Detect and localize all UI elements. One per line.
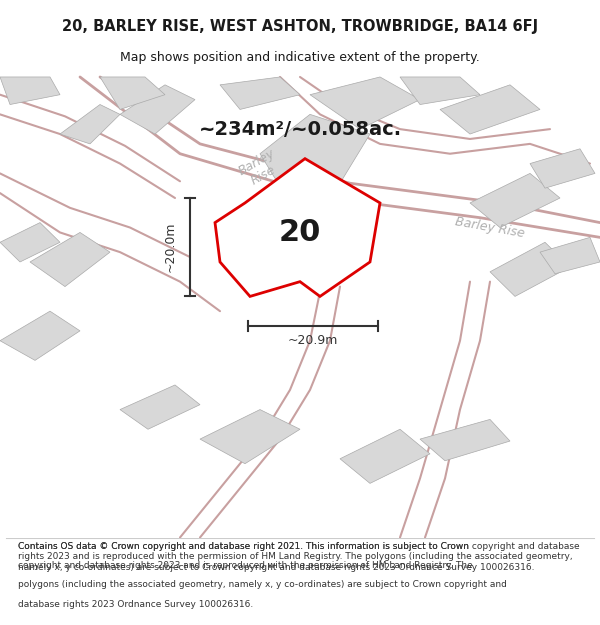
Polygon shape	[120, 85, 195, 134]
Text: 20: 20	[278, 219, 320, 248]
Text: Map shows position and indicative extent of the property.: Map shows position and indicative extent…	[120, 51, 480, 64]
Polygon shape	[260, 114, 370, 183]
Text: database rights 2023 Ordnance Survey 100026316.: database rights 2023 Ordnance Survey 100…	[18, 599, 253, 609]
Polygon shape	[60, 104, 120, 144]
Text: ~234m²/~0.058ac.: ~234m²/~0.058ac.	[199, 119, 401, 139]
Polygon shape	[0, 77, 60, 104]
Polygon shape	[0, 222, 60, 262]
Polygon shape	[420, 419, 510, 461]
Polygon shape	[530, 149, 595, 188]
Polygon shape	[490, 242, 570, 296]
Polygon shape	[470, 173, 560, 228]
Text: Barley
Rise: Barley Rise	[236, 146, 284, 191]
Polygon shape	[310, 77, 420, 129]
Text: ~20.0m: ~20.0m	[163, 222, 176, 272]
Polygon shape	[340, 429, 430, 483]
Text: polygons (including the associated geometry, namely x, y co-ordinates) are subje: polygons (including the associated geome…	[18, 581, 507, 589]
Text: copyright and database rights 2023 and is reproduced with the permission of HM L: copyright and database rights 2023 and i…	[18, 561, 473, 570]
Text: Barley Rise: Barley Rise	[454, 215, 526, 240]
Text: 20, BARLEY RISE, WEST ASHTON, TROWBRIDGE, BA14 6FJ: 20, BARLEY RISE, WEST ASHTON, TROWBRIDGE…	[62, 19, 538, 34]
Text: Contains OS data © Crown copyright and database right 2021. This information is : Contains OS data © Crown copyright and d…	[18, 542, 580, 572]
Polygon shape	[30, 232, 110, 287]
Polygon shape	[400, 77, 480, 104]
Polygon shape	[220, 77, 300, 109]
Polygon shape	[440, 85, 540, 134]
Polygon shape	[200, 409, 300, 464]
Text: ~20.9m: ~20.9m	[288, 334, 338, 348]
Polygon shape	[0, 311, 80, 361]
Polygon shape	[100, 77, 165, 109]
Polygon shape	[120, 385, 200, 429]
Text: Contains OS data © Crown copyright and database right 2021. This information is : Contains OS data © Crown copyright and d…	[18, 542, 469, 551]
Polygon shape	[540, 238, 600, 274]
Polygon shape	[215, 159, 380, 296]
